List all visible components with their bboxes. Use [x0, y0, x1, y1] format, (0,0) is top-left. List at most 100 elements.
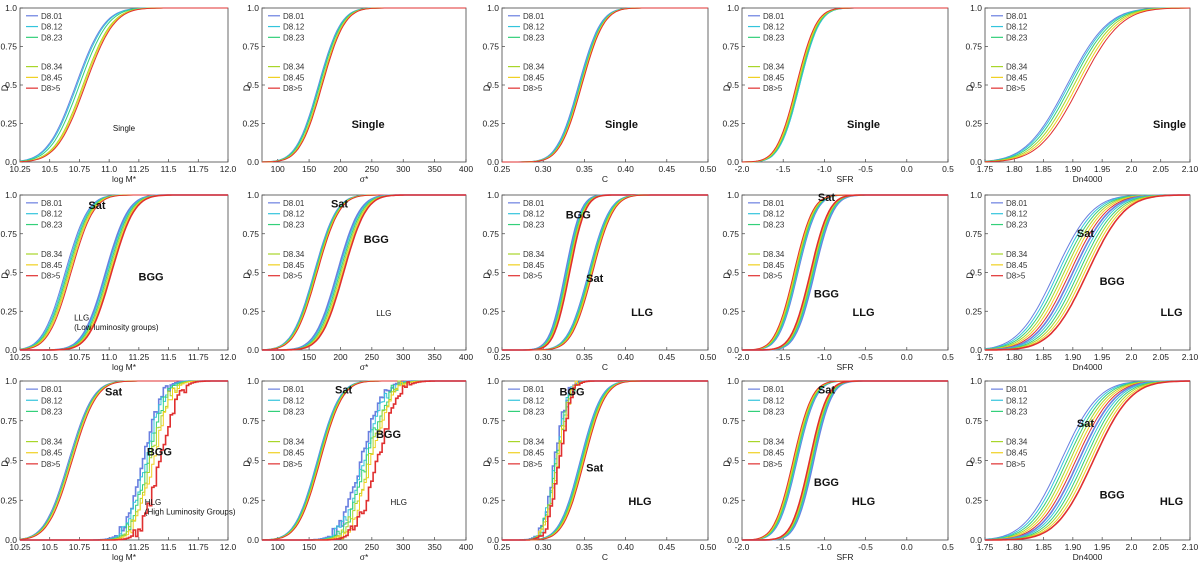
y-tick-label: 0.5 [247, 80, 259, 90]
y-tick-label: 0.5 [247, 268, 259, 278]
x-tick-label: 0.50 [700, 542, 717, 552]
x-tick-label: 0.35 [576, 352, 593, 362]
x-tick-label: 11.25 [129, 164, 150, 174]
x-tick-label: -0.5 [858, 542, 873, 552]
legend-label: D8>5 [41, 460, 61, 469]
y-tick-label: 1.0 [727, 3, 739, 13]
annotation-label: Sat [586, 273, 603, 285]
annotation-label: BGG [814, 288, 839, 300]
x-tick-label: 10.75 [69, 164, 91, 174]
curve-all-D8>5 [19, 7, 228, 163]
curve-bgg-D8>5 [20, 194, 228, 351]
legend-label: D8.23 [41, 33, 63, 42]
x-tick-label: 2.0 [1126, 542, 1138, 552]
y-tick-label: 0.5 [970, 456, 982, 466]
legend-label: D8.12 [523, 23, 545, 32]
annotation-label: Sat [1077, 418, 1094, 430]
x-tick-label: 10.25 [9, 164, 31, 174]
x-tick-label: 100 [271, 164, 285, 174]
annotation-label: (High Luminosity Groups) [145, 508, 236, 517]
x-tick-label: 1.85 [1035, 352, 1052, 362]
x-tick-label: 10.25 [9, 352, 31, 362]
legend-label: D8.12 [283, 396, 305, 405]
x-tick-label: 1.95 [1094, 164, 1111, 174]
legend-label: D8.12 [523, 396, 545, 405]
legend-label: D8.34 [763, 438, 785, 447]
legend-label: D8.34 [1006, 63, 1028, 72]
legend-label: D8.45 [1006, 449, 1028, 458]
x-tick-label: 200 [333, 542, 347, 552]
x-tick-label: 1.95 [1094, 542, 1111, 552]
curve-all-D8>5 [502, 7, 708, 163]
curve-all-D8>5 [984, 7, 1191, 163]
legend-label: D8.45 [283, 449, 305, 458]
y-tick-label: 0.0 [970, 157, 982, 167]
legend-label: D8.01 [763, 12, 785, 21]
x-tick-label: 10.25 [9, 542, 31, 552]
y-tick-label: 0.75 [242, 42, 259, 52]
x-tick-label: 250 [365, 352, 379, 362]
annotation-label: LLG [74, 314, 89, 323]
x-tick-label: 0.45 [659, 542, 676, 552]
x-tick-label: 1.80 [1006, 352, 1023, 362]
legend-label: D8>5 [41, 84, 61, 93]
x-tick-label: 0.35 [576, 542, 593, 552]
legend-label: D8>5 [523, 272, 543, 281]
legend-label: D8.34 [283, 250, 305, 259]
y-tick-label: 0.25 [0, 495, 17, 505]
annotation-label: BGG [376, 429, 401, 441]
x-tick-label: 11.25 [129, 352, 150, 362]
x-tick-label: -0.5 [858, 352, 873, 362]
legend-label: D8>5 [1006, 460, 1026, 469]
legend-label: D8.45 [523, 449, 545, 458]
y-tick-label: 1.0 [5, 190, 17, 200]
y-tick-label: 1.0 [5, 376, 17, 386]
x-tick-label: 1.75 [977, 542, 994, 552]
panel-single-2: 0.00.250.50.751.0D0.25 0.30 0.35 0.40 0.45 0.… [482, 3, 717, 184]
x-axis-label: SFR [837, 362, 854, 372]
panel-hlg-2: 0.00.250.50.751.0D0.25 0.30 0.35 0.40 0.45 0.… [482, 376, 717, 562]
x-tick-label: 11.25 [129, 542, 150, 552]
y-axis-label: D [482, 272, 492, 279]
curve-bgg-D8>5 [985, 380, 1190, 541]
legend-label: D8.45 [763, 261, 785, 270]
y-tick-label: 0.25 [482, 495, 499, 505]
x-tick-label: 2.10 [1182, 352, 1199, 362]
x-tick-label: -1.5 [776, 352, 791, 362]
y-tick-label: 0.0 [970, 345, 982, 355]
y-tick-label: 0.0 [487, 157, 499, 167]
legend-label: D8>5 [41, 272, 61, 281]
annotation-label: LLG [376, 309, 391, 318]
x-axis-label: Dn4000 [1073, 362, 1103, 372]
legend-label: D8>5 [763, 460, 783, 469]
annotation-label: HLG [852, 496, 875, 508]
panel-hlg-0: 0.0 0.25 0.5 0.75 1.0 D 10.25 10.5 10.75 11.0 11.2… [0, 376, 237, 562]
annotation-label: HLG [391, 498, 407, 507]
y-axis-label: D [722, 272, 732, 279]
annotation-label: HLG [628, 496, 651, 508]
legend-label: D8.45 [523, 261, 545, 270]
y-tick-label: 0.0 [487, 535, 499, 545]
legend-label: D8.34 [763, 250, 785, 259]
y-tick-label: 0.75 [722, 229, 739, 239]
legend-label: D8.01 [763, 199, 785, 208]
legend-label: D8.01 [41, 199, 63, 208]
legend-label: D8.45 [283, 261, 305, 270]
legend-label: D8>5 [283, 272, 303, 281]
x-axis-label: C [602, 174, 608, 184]
legend-label: D8.12 [763, 210, 785, 219]
annotation-label: Sat [88, 200, 105, 212]
legend-label: D8.23 [763, 407, 785, 416]
y-tick-label: 0.75 [0, 416, 17, 426]
x-tick-label: 11.0 [101, 164, 117, 174]
legend-label: D8.34 [41, 63, 63, 72]
legend-label: D8.23 [763, 33, 785, 42]
legend-label: D8.45 [1006, 73, 1028, 82]
x-tick-label: 0.25 [494, 352, 511, 362]
x-tick-label: 1.75 [977, 352, 994, 362]
x-tick-label: 1.80 [1006, 164, 1023, 174]
legend-label: D8.34 [1006, 438, 1028, 447]
y-tick-label: 0.75 [965, 416, 982, 426]
legend-label: D8.34 [763, 63, 785, 72]
